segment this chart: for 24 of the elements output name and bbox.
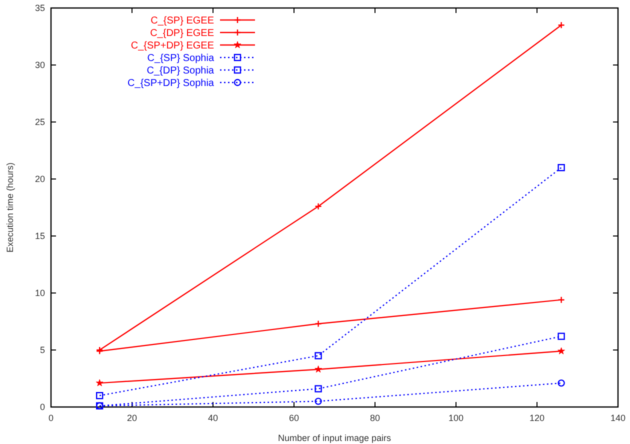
y-tick-label: 5: [40, 345, 45, 355]
y-axis-title: Execution time (hours): [5, 162, 15, 253]
y-tick-label: 0: [40, 402, 45, 412]
y-tick-label: 25: [34, 117, 45, 127]
legend-label: C_{DP} Sophia: [146, 66, 214, 76]
x-tick-label: 140: [610, 413, 626, 423]
y-tick-label: 20: [34, 174, 45, 184]
x-tick-label: 80: [370, 413, 380, 423]
x-tick-label: 120: [529, 413, 545, 423]
y-tick-label: 35: [34, 3, 45, 13]
y-tick-label: 15: [34, 231, 45, 241]
y-tick-label: 10: [34, 288, 45, 298]
x-tick-label: 60: [288, 413, 300, 423]
x-tick-label: 100: [448, 413, 464, 423]
x-tick-label: 20: [126, 413, 138, 423]
legend-label: C_{SP+DP} Sophia: [128, 78, 214, 89]
legend-label: C_{SP} Sophia: [147, 53, 214, 64]
x-tick-label: 0: [48, 413, 54, 423]
x-axis-title: Number of input image pairs: [278, 433, 392, 443]
legend-label: C_{SP} EGEE: [150, 16, 214, 26]
x-tick-label: 40: [208, 413, 218, 423]
y-tick-label: 30: [34, 60, 45, 70]
legend-label: C_{DP} EGEE: [150, 28, 214, 39]
legend-label: C_{SP+DP} EGEE: [130, 40, 214, 52]
